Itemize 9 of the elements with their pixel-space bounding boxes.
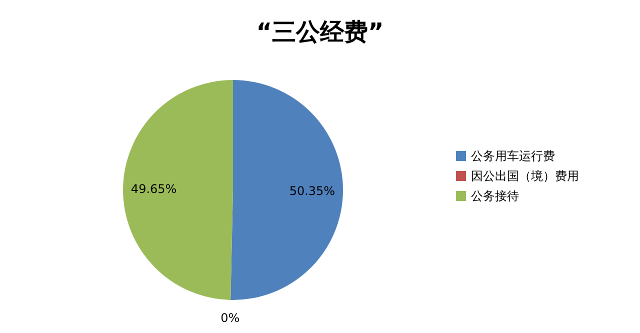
chart-title: “三公经费” (256, 18, 384, 46)
data-label: 50.35% (289, 184, 336, 198)
text: 0% (220, 310, 240, 325)
data-label: 49.65% (130, 182, 177, 196)
legend-label: 因公出国（境）费用 (471, 169, 579, 183)
legend-label: 公务接待 (471, 189, 519, 203)
legend-label: 公务用车运行费 (471, 149, 555, 163)
pie-slice (123, 80, 233, 300)
pie-slice (230, 80, 343, 300)
